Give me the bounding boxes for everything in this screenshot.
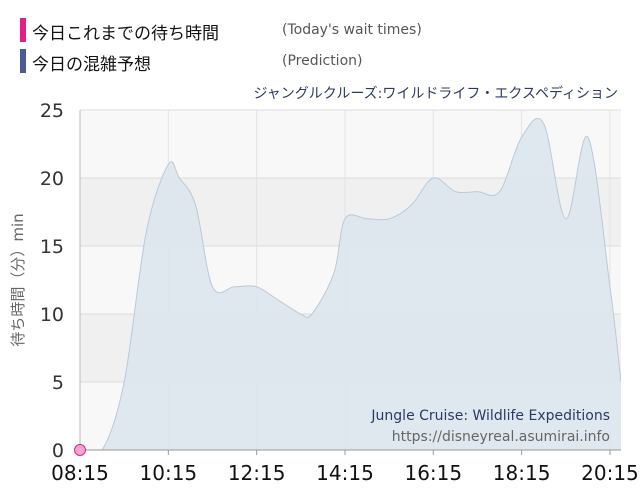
x-tick-label: 12:15 xyxy=(228,461,286,485)
chart-title: ジャングルクルーズ:ワイルドライフ・エクスペディション xyxy=(253,85,618,102)
y-axis-label: 待ち時間（分）min xyxy=(9,213,27,346)
x-tick-label: 18:15 xyxy=(493,461,551,485)
legend-actual-swatch xyxy=(20,18,26,42)
forecast-area xyxy=(80,118,621,450)
x-tick-label: 08:15 xyxy=(51,461,109,485)
watermark-title: Jungle Cruise: Wildlife Expeditions xyxy=(370,408,610,424)
legend-forecast-swatch xyxy=(20,49,26,73)
y-tick-label: 15 xyxy=(40,236,64,258)
x-tick-label: 16:15 xyxy=(404,461,462,485)
legend-actual-label: 今日これまでの待ち時間 xyxy=(32,24,219,44)
actual-wait-point xyxy=(74,444,86,456)
x-tick-label: 20:15 xyxy=(581,461,639,485)
watermark-url: https://disneyreal.asumirai.info xyxy=(392,429,610,445)
y-tick-label: 0 xyxy=(52,440,64,462)
legend-actual-sublabel: (Today's wait times) xyxy=(282,22,422,38)
y-tick-label: 10 xyxy=(40,304,64,326)
x-tick-label: 14:15 xyxy=(316,461,374,485)
y-tick-label: 25 xyxy=(40,100,64,122)
x-tick-label: 10:15 xyxy=(140,461,198,485)
y-tick-label: 5 xyxy=(52,372,64,394)
legend-forecast-label: 今日の混雑予想 xyxy=(32,55,151,75)
forecast-line xyxy=(80,117,621,450)
legend-forecast-sublabel: (Prediction) xyxy=(282,53,363,69)
y-tick-label: 20 xyxy=(40,168,64,190)
